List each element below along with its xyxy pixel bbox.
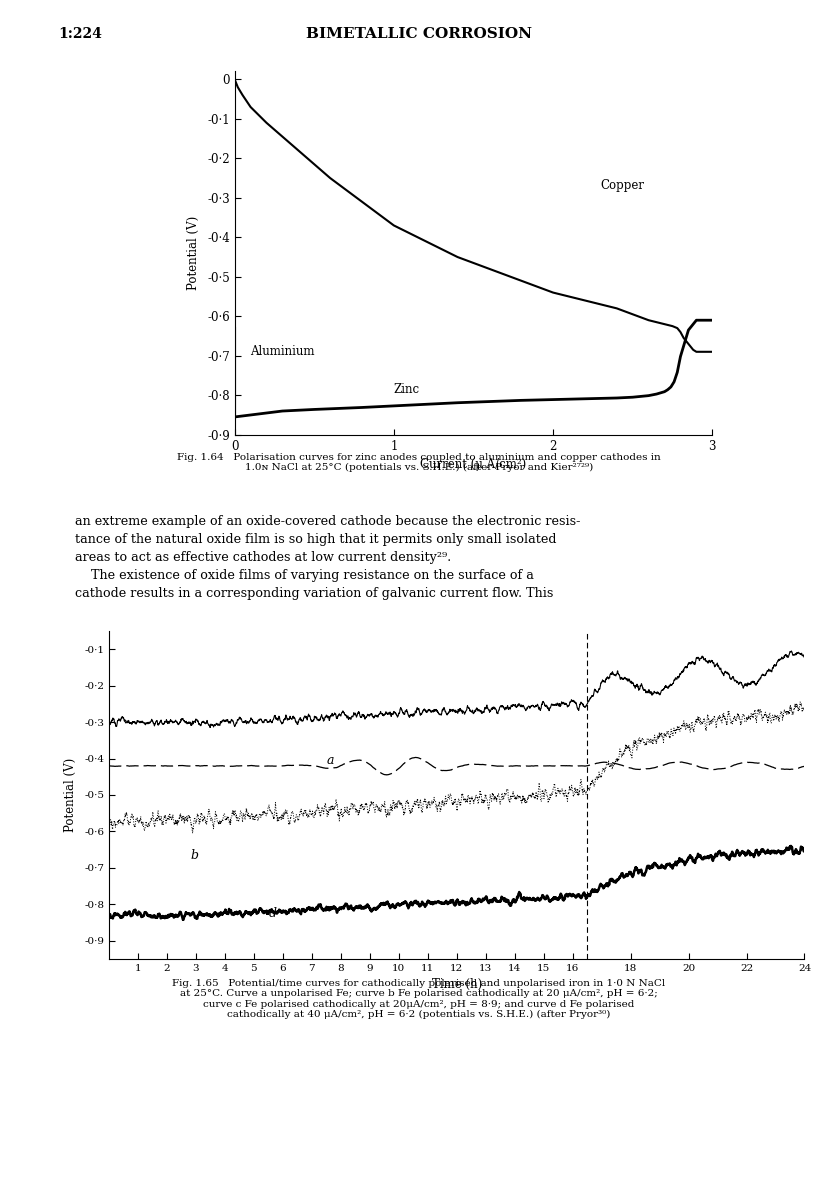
Text: d: d [268,906,277,919]
Text: Fig. 1.64   Polarisation curves for zinc anodes coupled to aluminium and copper : Fig. 1.64 Polarisation curves for zinc a… [177,453,661,472]
Text: Aluminium: Aluminium [251,345,315,358]
Text: a: a [326,754,334,767]
Y-axis label: Potential (V): Potential (V) [65,757,77,833]
Text: Fig. 1.65   Potential/time curves for cathodically polarised and unpolarised iro: Fig. 1.65 Potential/time curves for cath… [173,979,665,1019]
Text: an extreme example of an oxide-covered cathode because the electronic resis-
tan: an extreme example of an oxide-covered c… [75,515,581,599]
Text: b: b [190,848,198,861]
Y-axis label: Potential (V): Potential (V) [187,216,200,291]
Text: 1:224: 1:224 [59,27,102,42]
Text: BIMETALLIC CORROSION: BIMETALLIC CORROSION [306,27,532,42]
Text: Zinc: Zinc [394,382,420,395]
X-axis label: Current (μ A/cm²): Current (μ A/cm²) [421,459,526,472]
Text: Copper: Copper [601,180,645,193]
X-axis label: Time (h): Time (h) [432,978,482,991]
